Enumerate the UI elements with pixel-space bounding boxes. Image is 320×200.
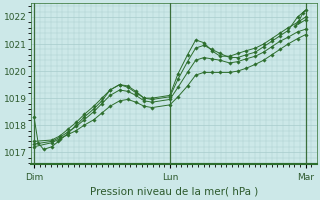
X-axis label: Pression niveau de la mer( hPa ): Pression niveau de la mer( hPa ) xyxy=(90,187,258,197)
